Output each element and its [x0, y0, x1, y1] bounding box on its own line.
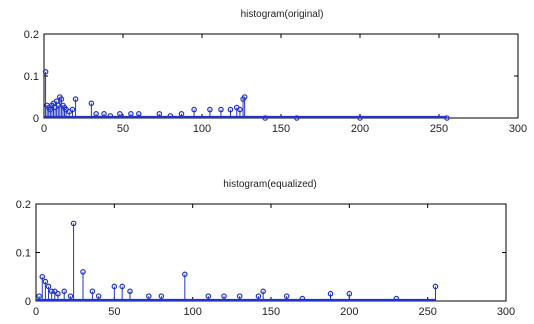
stem-marker: [357, 115, 363, 121]
stem-marker: [146, 293, 152, 299]
x-tick-label: 100: [193, 123, 211, 135]
stem-marker: [444, 115, 450, 121]
stem-marker: [67, 293, 74, 299]
stem-marker: [237, 106, 243, 113]
histogram-original-panel: histogram(original) 0 50 100 150 200 250 300 0 0…: [24, 9, 527, 135]
stem-marker: [61, 288, 67, 295]
axes-box: [43, 33, 519, 119]
stem-marker: [293, 115, 300, 121]
stem-marker: [158, 293, 165, 299]
stem-marker: [221, 293, 227, 299]
x-tick-label: 300: [509, 123, 527, 135]
stem-marker: [89, 288, 96, 295]
y-tick-label: 0.1: [24, 71, 39, 83]
stem-marker: [393, 295, 400, 302]
stem-marker: [227, 106, 234, 113]
stem-marker: [260, 288, 266, 295]
stem-marker: [45, 283, 52, 290]
stem-marker: [127, 288, 133, 295]
histogram-equalized-panel: histogram(equalized) 0 50 100 150 200 250 300 0…: [16, 179, 515, 318]
stem-marker: [95, 293, 102, 299]
x-tick-label: 250: [430, 123, 448, 135]
stem-marker: [111, 283, 118, 290]
stem-marker: [205, 293, 212, 299]
x-tick-label: 50: [117, 123, 129, 135]
stem-marker: [72, 96, 79, 102]
stem-marker: [48, 288, 55, 295]
y-tick-label: 0: [25, 296, 31, 308]
stem-marker: [262, 115, 269, 121]
stem-marker: [299, 295, 306, 302]
stem-marker: [58, 96, 65, 102]
x-tick-label: 0: [33, 306, 39, 318]
x-tick-label: 0: [41, 123, 47, 135]
stem-marker: [191, 106, 197, 113]
stem-marker: [156, 111, 163, 117]
stem-marker: [117, 111, 123, 117]
stem-marker: [136, 111, 142, 117]
x-tick-label: 250: [418, 306, 436, 318]
x-tick-label: 300: [497, 306, 515, 318]
y-tick-label: 0.2: [24, 29, 39, 41]
stem-marker: [119, 283, 125, 290]
stem-marker: [55, 290, 61, 297]
stem-marker: [283, 293, 290, 299]
y-tick-label: 0.2: [16, 199, 31, 211]
stem-marker: [70, 220, 77, 227]
stem-marker: [107, 113, 114, 119]
stem-marker: [207, 106, 213, 113]
stem-marker: [36, 293, 42, 299]
x-tick-label: 200: [340, 306, 358, 318]
stem-marker: [178, 111, 185, 117]
stem-marker: [93, 111, 99, 117]
stem-marker: [241, 94, 248, 100]
stem-marker: [167, 113, 174, 119]
x-tick-label: 150: [262, 306, 280, 318]
y-tick-label: 0: [33, 113, 39, 125]
stem-marker: [101, 111, 107, 117]
stem-marker: [236, 293, 243, 299]
stem-marker: [128, 111, 134, 117]
stem-marker: [69, 106, 76, 113]
x-tick-label: 50: [108, 306, 120, 318]
stem-marker: [88, 100, 95, 107]
stem-marker: [42, 278, 49, 285]
y-tick-label: 0.1: [16, 248, 31, 260]
chart-title: histogram(original): [241, 9, 324, 20]
stem-marker: [182, 271, 188, 278]
stem-marker: [432, 283, 439, 290]
stem-marker: [80, 269, 86, 275]
x-tick-label: 150: [272, 123, 290, 135]
stem-marker: [42, 69, 49, 75]
chart-title: histogram(equalized): [223, 179, 316, 190]
x-tick-label: 200: [351, 123, 369, 135]
stem-marker: [39, 273, 46, 280]
stem-marker: [346, 290, 353, 297]
stem-marker: [327, 290, 334, 297]
x-tick-label: 100: [183, 306, 201, 318]
stem-marker: [255, 293, 262, 299]
stem-marker: [218, 106, 224, 113]
